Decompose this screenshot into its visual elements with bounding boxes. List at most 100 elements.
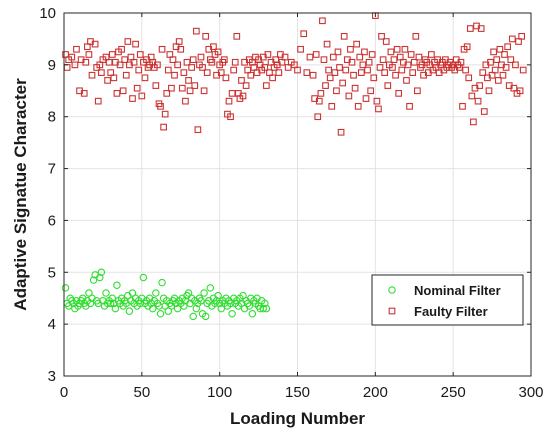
nominal-point (96, 273, 104, 282)
faulty-point (228, 90, 236, 97)
faulty-point (163, 90, 171, 97)
faulty-point (336, 64, 343, 71)
faulty-point (331, 69, 339, 76)
nominal-point (61, 284, 70, 292)
faulty-point (309, 71, 317, 79)
faulty-point (118, 45, 125, 53)
nominal-point (228, 310, 236, 318)
faulty-point (104, 77, 111, 84)
faulty-point (368, 51, 376, 58)
faulty-point (345, 92, 353, 100)
faulty-point (504, 43, 512, 51)
faulty-point (233, 32, 241, 40)
faulty-point (381, 69, 389, 76)
faulty-point (152, 82, 160, 89)
faulty-point (493, 56, 501, 64)
faulty-point (202, 32, 210, 40)
faulty-point (82, 58, 90, 66)
faulty-point (365, 58, 373, 66)
faulty-point (239, 92, 247, 100)
nominal-point (192, 304, 201, 313)
faulty-point (129, 95, 136, 102)
faulty-point (487, 58, 494, 66)
x-axis-label: Loading Number (230, 409, 365, 428)
faulty-point (502, 64, 510, 71)
legend-nominal-marker (388, 286, 396, 294)
nominal-point (139, 273, 148, 282)
faulty-point (141, 74, 149, 82)
faulty-point (319, 17, 326, 25)
x-tick-label: 200 (363, 384, 388, 401)
faulty-point (323, 40, 331, 48)
faulty-point (88, 71, 96, 79)
faulty-point (227, 113, 234, 121)
faulty-point (320, 56, 328, 64)
faulty-point (98, 69, 105, 76)
faulty-point (294, 66, 301, 74)
faulty-point (361, 48, 368, 56)
faulty-point (512, 61, 519, 69)
x-tick-label: 250 (441, 384, 466, 401)
x-tick-label: 150 (285, 384, 310, 401)
faulty-point (306, 53, 314, 61)
faulty-point (382, 38, 390, 45)
x-tick-label: 100 (207, 384, 232, 401)
y-axis-label: Adaptive Signatue Character (11, 78, 30, 311)
faulty-point (342, 66, 350, 74)
faulty-point (479, 69, 487, 76)
faulty-point (387, 48, 395, 56)
y-tick-label: 7 (48, 161, 56, 178)
faulty-point (357, 69, 365, 76)
faulty-point (192, 27, 200, 35)
faulty-point (222, 74, 230, 82)
faulty-point (376, 64, 384, 71)
faulty-point (230, 66, 238, 74)
faulty-point (242, 82, 250, 89)
legend: Nominal Filter Faulty Filter (371, 274, 524, 326)
faulty-point (94, 97, 102, 105)
faulty-point (485, 87, 493, 95)
nominal-point (102, 289, 110, 297)
nominal-point (180, 302, 188, 310)
faulty-point (414, 87, 421, 95)
faulty-point (71, 61, 79, 69)
faulty-point (161, 110, 169, 118)
faulty-point (491, 66, 499, 74)
faulty-point (480, 108, 488, 115)
nominal-point (113, 281, 121, 289)
faulty-point (364, 66, 371, 74)
nominal-point (259, 304, 268, 313)
nominal-point (106, 299, 115, 308)
faulty-point (395, 90, 403, 97)
nominal-point (248, 310, 257, 318)
faulty-point (350, 71, 357, 79)
faulty-point (340, 32, 348, 40)
faulty-point (157, 102, 164, 110)
faulty-point (225, 97, 233, 105)
faulty-point (457, 58, 465, 66)
faulty-point (375, 105, 382, 113)
faulty-point (133, 84, 141, 92)
faulty-point (347, 45, 354, 53)
faulty-point (68, 53, 76, 61)
faulty-point (178, 84, 186, 92)
faulty-point (247, 71, 255, 79)
faulty-point (370, 74, 378, 82)
faulty-point (231, 58, 239, 66)
faulty-point (337, 128, 345, 136)
faulty-point (362, 95, 370, 102)
nominal-point (261, 299, 269, 308)
faulty-point (122, 71, 130, 79)
faulty-point (171, 71, 178, 79)
faulty-point (85, 51, 93, 58)
nominal-point (206, 284, 215, 292)
faulty-point (210, 43, 217, 51)
faulty-point (459, 102, 466, 110)
faulty-point (412, 32, 420, 40)
faulty-point (367, 87, 375, 95)
faulty-point (110, 74, 118, 82)
faulty-point (428, 51, 435, 58)
faulty-point (379, 56, 387, 64)
faulty-point (393, 45, 401, 53)
nominal-point (86, 299, 95, 308)
